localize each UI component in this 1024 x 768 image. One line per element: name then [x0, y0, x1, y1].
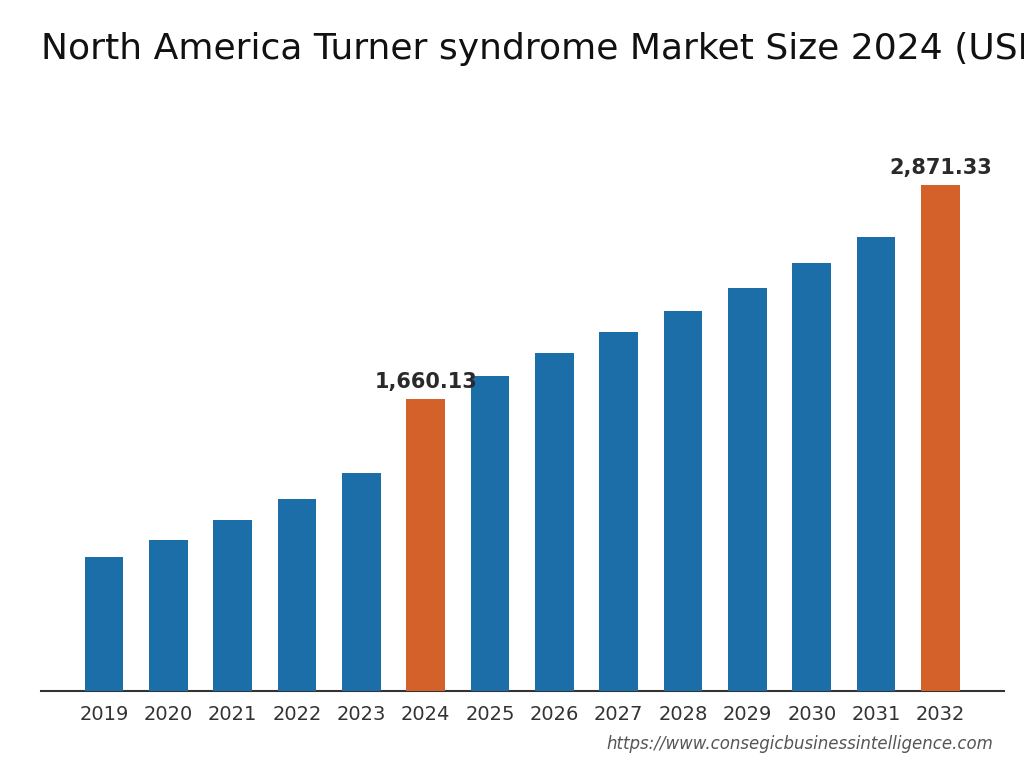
Bar [471, 376, 509, 691]
Bar [599, 332, 638, 691]
Bar [85, 558, 123, 691]
Bar [342, 473, 381, 691]
Bar [407, 399, 445, 691]
Bar [536, 353, 573, 691]
Bar [793, 263, 831, 691]
Text: 1,660.13: 1,660.13 [375, 372, 477, 392]
Text: https://www.consegicbusinessintelligence.com: https://www.consegicbusinessintelligence… [606, 735, 993, 753]
Text: North America Turner syndrome Market Size 2024 (USD Million): North America Turner syndrome Market Siz… [41, 31, 1024, 66]
Text: 2,871.33: 2,871.33 [889, 158, 992, 178]
Bar [278, 499, 316, 691]
Bar [664, 310, 702, 691]
Bar [213, 520, 252, 691]
Bar [922, 185, 959, 691]
Bar [150, 540, 187, 691]
Bar [728, 288, 767, 691]
Bar [857, 237, 895, 691]
